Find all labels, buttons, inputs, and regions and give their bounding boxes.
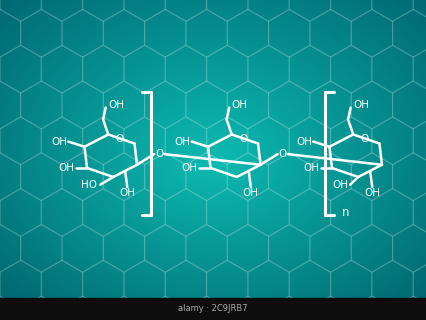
Text: OH: OH [296,137,312,147]
Text: OH: OH [182,163,198,173]
Text: alamy · 2C9JRB7: alamy · 2C9JRB7 [178,304,248,313]
Text: OH: OH [333,180,349,190]
Text: O: O [360,134,369,144]
Text: OH: OH [243,188,259,198]
Bar [0,298,426,320]
Text: n: n [342,205,350,219]
Text: O: O [239,134,248,144]
Text: HO: HO [81,180,97,190]
Text: OH: OH [353,100,369,110]
Text: OH: OH [232,100,248,110]
Text: OH: OH [119,188,135,198]
Text: O: O [115,134,124,144]
Text: O: O [279,149,287,159]
Text: OH: OH [364,188,380,198]
Text: O: O [155,149,163,159]
Text: OH: OH [108,100,124,110]
Text: OH: OH [303,163,319,173]
Text: OH: OH [58,163,74,173]
Text: OH: OH [175,137,190,147]
Text: OH: OH [51,137,67,147]
